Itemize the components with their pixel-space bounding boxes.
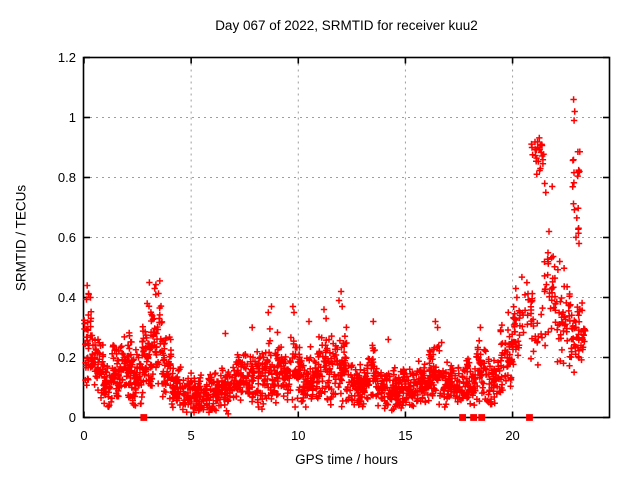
y-tick-label: 0 xyxy=(68,410,76,425)
data-points-plus-markers xyxy=(81,96,589,418)
plot-border-and-ticks xyxy=(82,56,611,419)
x-tick-label: 10 xyxy=(291,428,306,443)
y-tick-label: 0.4 xyxy=(57,290,76,305)
zero-flag-markers xyxy=(140,414,533,421)
y-tick-label: 0.8 xyxy=(57,170,76,185)
x-tick-label: 0 xyxy=(80,428,88,443)
y-tick-label: 1.2 xyxy=(57,50,76,65)
x-tick-label: 5 xyxy=(187,428,195,443)
x-tick-label: 15 xyxy=(398,428,413,443)
y-tick-label: 0.6 xyxy=(57,230,76,245)
y-tick-label: 1 xyxy=(68,110,76,125)
x-tick-label: 20 xyxy=(505,428,520,443)
chart-title: Day 067 of 2022, SRMTID for receiver kuu… xyxy=(215,18,478,33)
y-tick-label: 0.2 xyxy=(57,350,76,365)
x-axis-title: GPS time / hours xyxy=(295,452,398,467)
